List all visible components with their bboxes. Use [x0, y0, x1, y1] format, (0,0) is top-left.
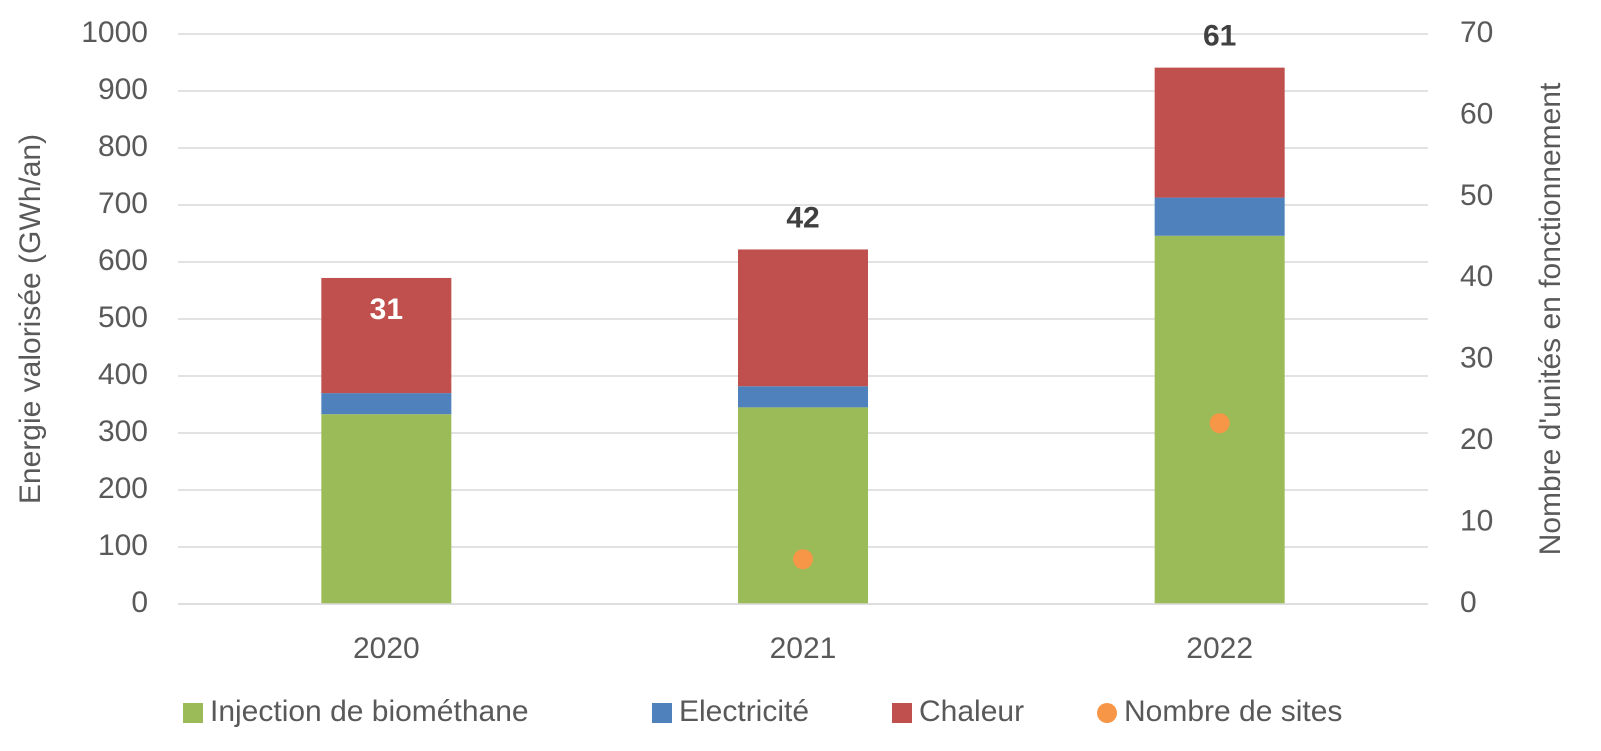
- legend-label: Nombre de sites: [1124, 695, 1342, 728]
- y2-tick-label: 40: [1460, 260, 1493, 293]
- legend-label: Injection de biométhane: [210, 695, 529, 728]
- x-tick-label: 2022: [1186, 632, 1253, 665]
- y2-tick-label: 20: [1460, 423, 1493, 456]
- site-dot: [793, 549, 813, 570]
- y2-tick-label: 0: [1460, 586, 1477, 619]
- bar-segment: [321, 414, 452, 604]
- bar-segment: [321, 393, 452, 415]
- legend-swatch: [892, 703, 912, 723]
- y-axis-title: Energie valorisée (GWh/an): [14, 134, 47, 504]
- x-tick-label: 2020: [353, 632, 420, 665]
- legend-swatch: [652, 703, 672, 723]
- bar-segment: [1154, 67, 1285, 198]
- legend-label: Chaleur: [919, 695, 1024, 728]
- bar-label: 42: [786, 201, 819, 234]
- y-tick-label: 900: [98, 73, 148, 106]
- y-tick-label: 400: [98, 358, 148, 391]
- y-tick-label: 1000: [81, 16, 148, 49]
- y2-tick-label: 70: [1460, 16, 1493, 49]
- y2-tick-label: 60: [1460, 97, 1493, 130]
- y2-tick-label: 30: [1460, 342, 1493, 375]
- y-tick-label: 800: [98, 130, 148, 163]
- legend-label: Electricité: [679, 695, 809, 728]
- bar-segment: [738, 386, 868, 408]
- y2-tick-label: 50: [1460, 179, 1493, 212]
- bar-label: 61: [1203, 20, 1236, 53]
- y-tick-label: 500: [98, 301, 148, 334]
- y-tick-label: 200: [98, 472, 148, 505]
- bar-segment: [321, 277, 452, 394]
- y-tick-label: 100: [98, 529, 148, 562]
- x-tick-label: 2021: [770, 632, 837, 665]
- site-dot: [1209, 413, 1230, 434]
- y2-axis-title: Nombre d'unités en fonctionnement: [1534, 82, 1567, 555]
- bar-segment: [738, 407, 868, 604]
- y-tick-label: 300: [98, 415, 148, 448]
- y-tick-label: 0: [131, 586, 148, 619]
- bar-segment: [1154, 197, 1285, 236]
- bar-label: 31: [370, 293, 403, 326]
- legend-swatch: [183, 703, 203, 723]
- y2-tick-label: 10: [1460, 504, 1493, 537]
- y-tick-label: 600: [98, 244, 148, 277]
- y-tick-label: 700: [98, 187, 148, 220]
- legend-swatch: [1097, 703, 1117, 723]
- bar-segment: [738, 249, 868, 387]
